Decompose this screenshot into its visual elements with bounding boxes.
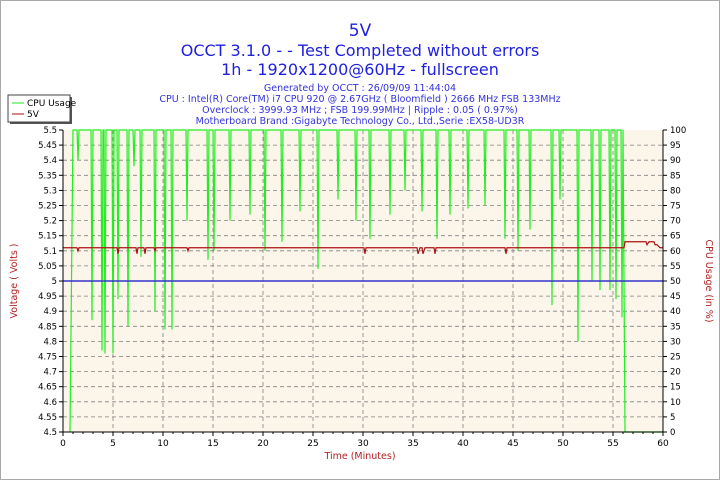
- y-tick-label-right: 65: [670, 232, 681, 242]
- y-tick-label: 5.15: [38, 232, 57, 242]
- y-tick-label-right: 30: [670, 337, 681, 347]
- y-tick-label: 4.5: [43, 428, 57, 438]
- info-line-generated: Generated by OCCT : 26/09/09 11:44:04: [264, 83, 456, 94]
- y-tick-label-right: 90: [670, 156, 681, 166]
- x-tick-label: 15: [207, 439, 218, 449]
- y-tick-label-right: 5: [670, 413, 675, 423]
- chart-title: 5V: [349, 21, 372, 41]
- x-tick-label: 60: [657, 439, 669, 449]
- chart-subtitle-2: 1h - 1920x1200@60Hz - fullscreen: [221, 60, 499, 79]
- y-tick-label-right: 95: [670, 141, 681, 151]
- info-line-cpu: CPU : Intel(R) Core(TM) i7 CPU 920 @ 2.6…: [159, 94, 560, 105]
- y-tick-label-right: 70: [670, 217, 681, 227]
- y-tick-label-right: 0: [670, 428, 675, 438]
- series-line-cpu-usage: [69, 129, 663, 433]
- y-tick-label: 4.75: [38, 353, 57, 363]
- legend-label-5v: 5V: [27, 110, 40, 120]
- y-tick-label-right: 40: [670, 307, 681, 317]
- y-tick-label: 4.7: [43, 368, 57, 378]
- y-tick-label-right: 75: [670, 202, 681, 212]
- x-tick-label: 35: [407, 439, 418, 449]
- y-tick-label-right: 35: [670, 322, 681, 332]
- y-tick-label: 5: [52, 277, 57, 287]
- info-line-overclock: Overclock : 3999.93 MHz ; FSB 199.99MHz …: [202, 105, 518, 116]
- x-tick-label: 0: [60, 439, 66, 449]
- y-tick-label: 4.9: [43, 307, 57, 317]
- y-tick-label: 4.65: [38, 383, 57, 393]
- y-tick-label: 5.3: [43, 186, 57, 196]
- y-tick-label-right: 20: [670, 368, 681, 378]
- y-tick-label-right: 50: [670, 277, 681, 287]
- chart-subtitle: OCCT 3.1.0 - - Test Completed without er…: [181, 41, 540, 60]
- x-tick-label: 30: [357, 439, 369, 449]
- info-line-motherboard: Motherboard Brand :Gigabyte Technology C…: [196, 116, 525, 127]
- y-tick-label: 4.95: [38, 292, 57, 302]
- y-tick-label-right: 85: [670, 171, 681, 181]
- y-tick-label-right: 55: [670, 262, 681, 272]
- x-tick-label: 50: [557, 439, 569, 449]
- x-tick-label: 40: [457, 439, 469, 449]
- x-tick-label: 55: [607, 439, 618, 449]
- y-tick-label: 5.25: [38, 202, 57, 212]
- x-axis-label: Time (Minutes): [323, 451, 395, 462]
- y-tick-label-right: 45: [670, 292, 681, 302]
- x-tick-label: 5: [110, 439, 116, 449]
- series-line-5v: [63, 241, 663, 255]
- y-tick-label: 5.2: [43, 217, 57, 227]
- y-axis-label-right: CPU Usage (in %): [703, 239, 714, 322]
- y-tick-label-right: 80: [670, 186, 681, 196]
- y-tick-label: 4.6: [43, 398, 57, 408]
- y-tick-label-right: 60: [670, 247, 681, 257]
- y-tick-label-right: 25: [670, 353, 681, 363]
- y-tick-label: 5.45: [38, 141, 57, 151]
- y-tick-label: 5.4: [43, 156, 57, 166]
- y-tick-label-right: 15: [670, 383, 681, 393]
- y-tick-label: 4.85: [38, 322, 57, 332]
- y-tick-label: 5.5: [43, 126, 57, 136]
- x-tick-label: 10: [157, 439, 169, 449]
- x-tick-label: 25: [307, 439, 318, 449]
- y-tick-label: 5.35: [38, 171, 57, 181]
- legend: CPU Usage 5V: [7, 94, 77, 124]
- y-tick-label-right: 100: [670, 126, 686, 136]
- x-tick-label: 45: [507, 439, 518, 449]
- legend-label-cpu: CPU Usage: [27, 99, 77, 109]
- x-tick-label: 20: [257, 439, 269, 449]
- y-axis-label: Voltage ( Volts ): [9, 244, 20, 319]
- y-tick-label: 4.55: [38, 413, 57, 423]
- y-tick-label: 5.05: [38, 262, 57, 272]
- y-tick-label: 5.1: [43, 247, 57, 257]
- y-tick-label: 4.8: [43, 337, 57, 347]
- y-tick-label-right: 10: [670, 398, 681, 408]
